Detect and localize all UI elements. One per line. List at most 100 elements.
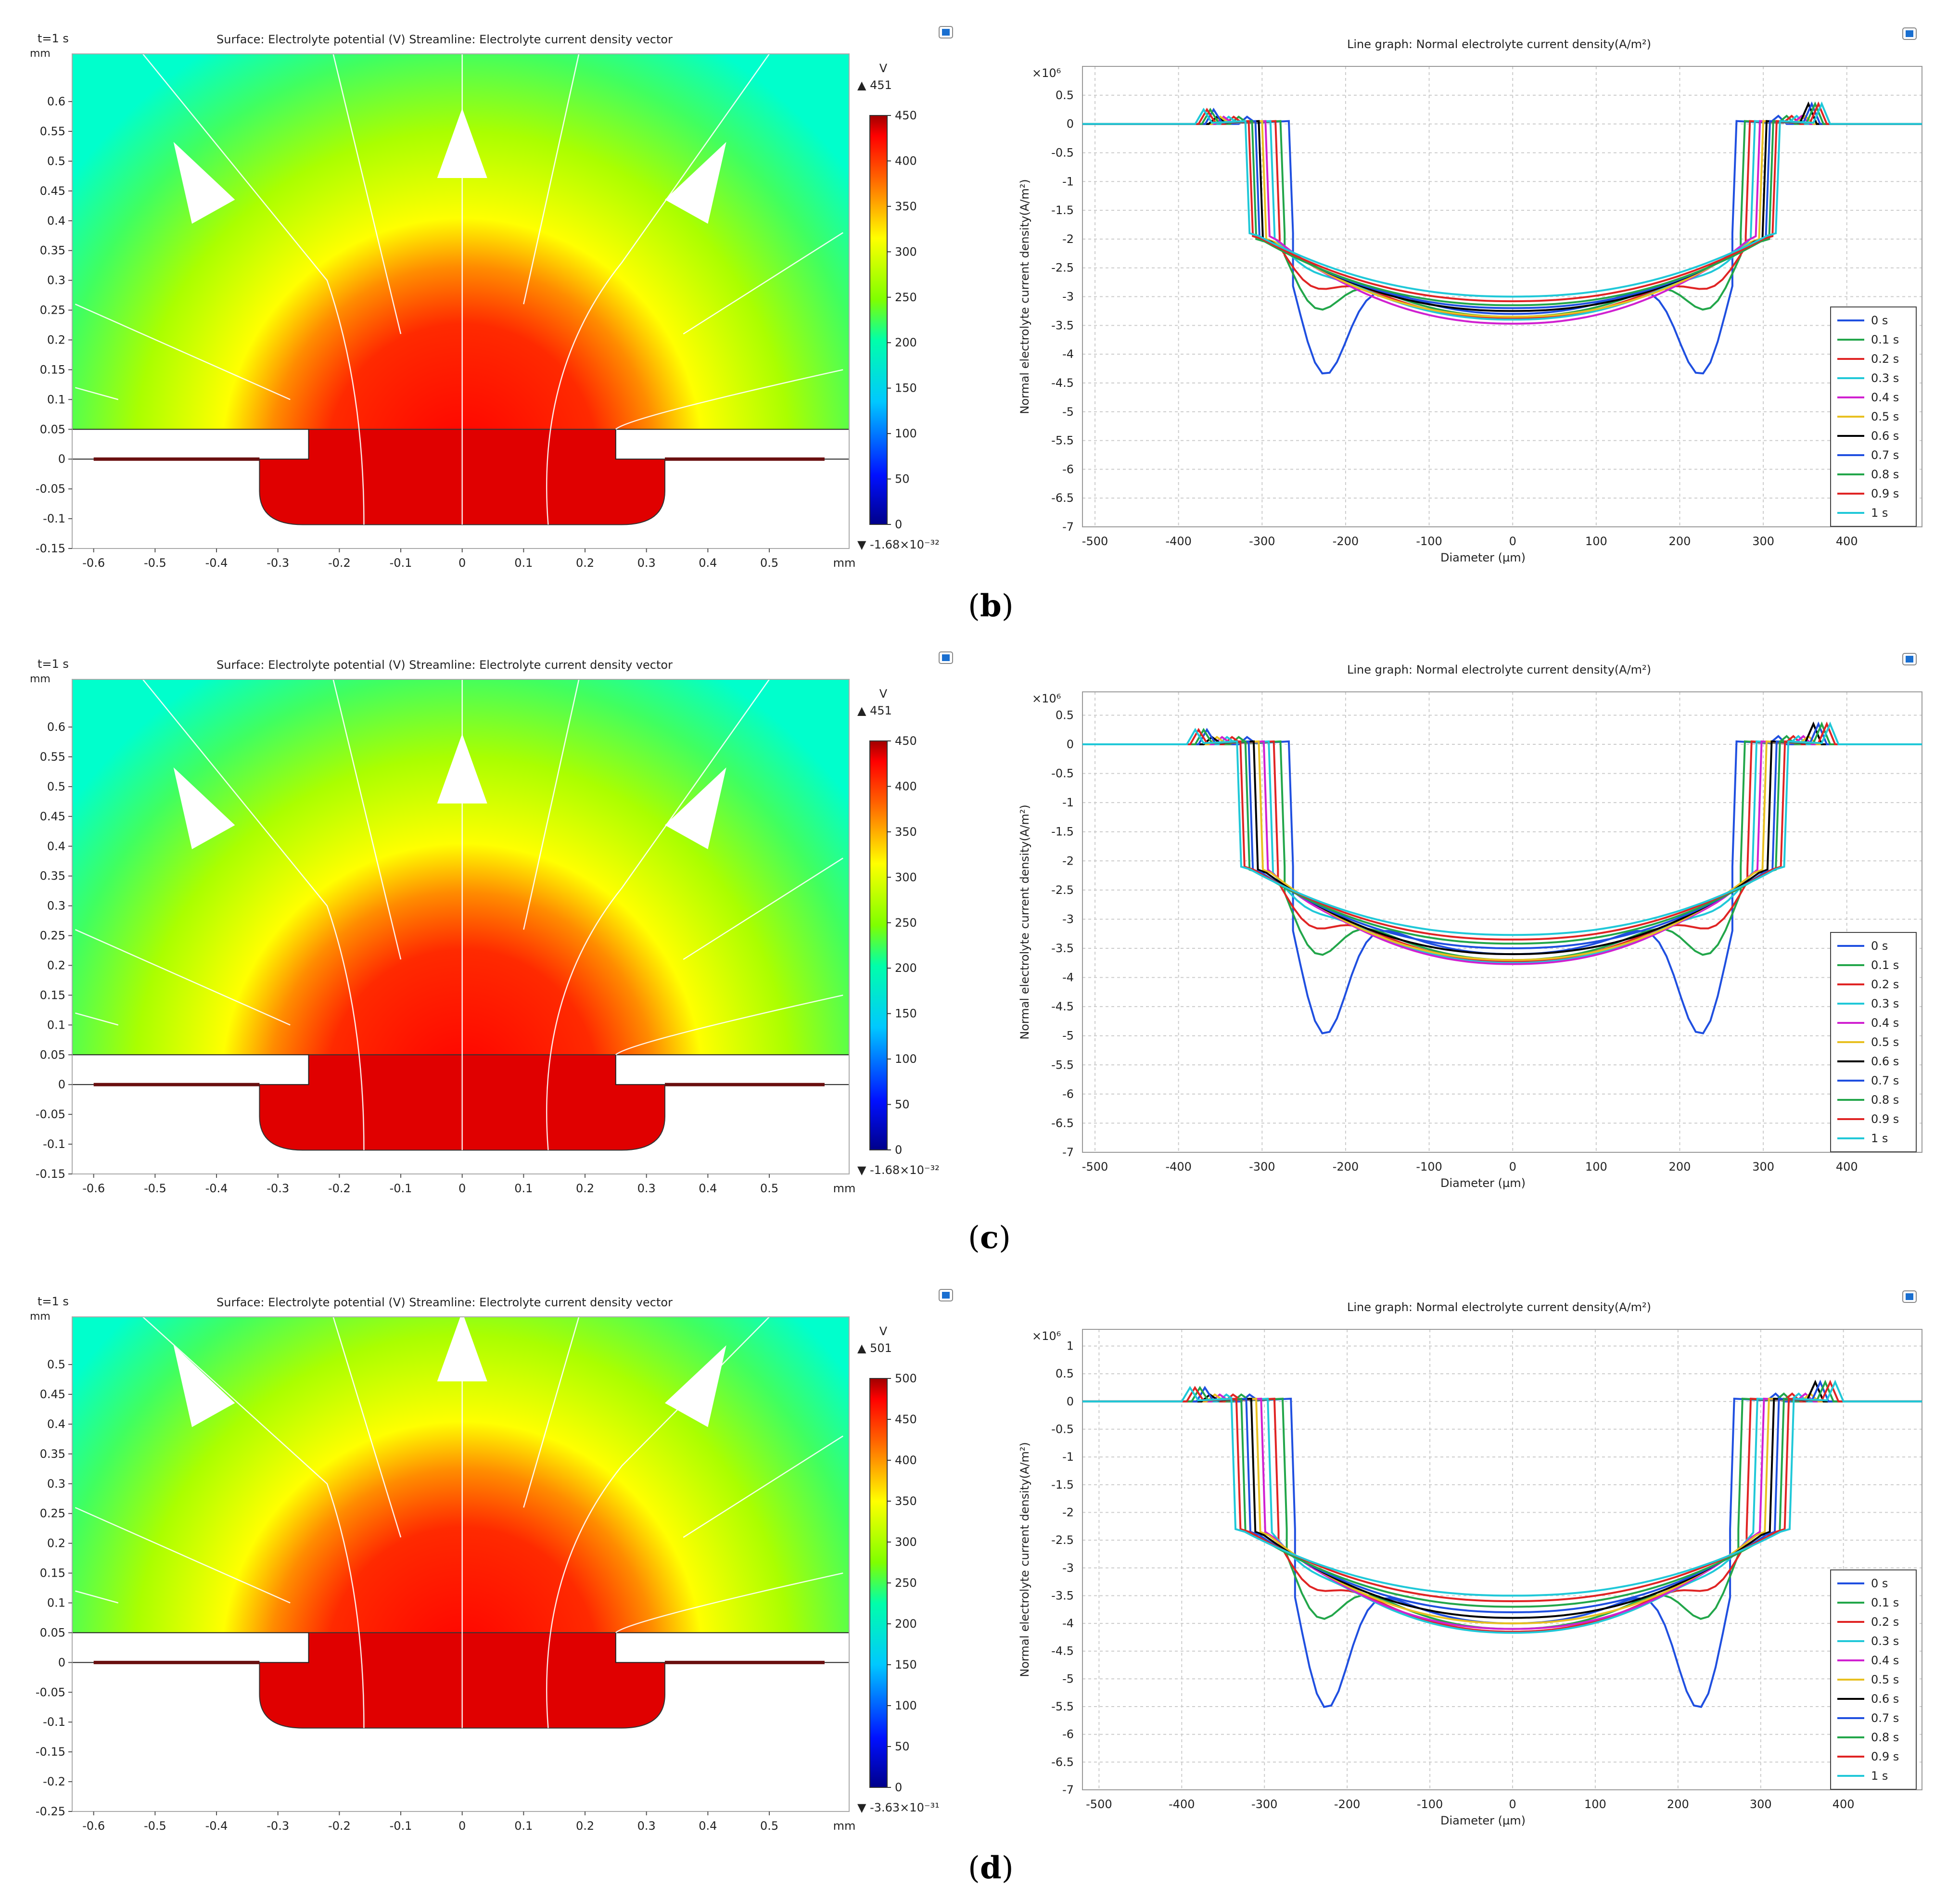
y-tick-label: 0.05 bbox=[40, 1626, 65, 1639]
y-tick-label: 0 bbox=[1067, 738, 1074, 751]
y-tick-label: 0.1 bbox=[47, 1596, 65, 1610]
series-line-0.1-s bbox=[1082, 1392, 1922, 1630]
y-tick-label: 0.6 bbox=[47, 95, 65, 108]
series-line-0.2-s bbox=[1082, 115, 1922, 320]
y-tick-label: -5 bbox=[1062, 405, 1074, 419]
x-tick-label: -200 bbox=[1334, 1798, 1360, 1811]
y-tick-label: 0.1 bbox=[47, 1018, 65, 1032]
legend-label: 0.4 s bbox=[1871, 1654, 1899, 1667]
y-tick-label: -0.15 bbox=[36, 1167, 65, 1181]
x-tick-label: -200 bbox=[1333, 1160, 1359, 1173]
y-tick-label: 0.25 bbox=[40, 929, 65, 943]
x-tick-label: -100 bbox=[1417, 1798, 1443, 1811]
line-graph-0: Line graph: Normal electrolyte current d… bbox=[1018, 27, 1922, 564]
mask-left bbox=[72, 429, 309, 460]
line-graph-2: Line graph: Normal electrolyte current d… bbox=[1018, 1290, 1922, 1827]
legend-label: 0.1 s bbox=[1871, 333, 1899, 346]
legend-label: 0.1 s bbox=[1871, 958, 1899, 972]
colorbar-tick-label: 300 bbox=[895, 870, 917, 884]
y-tick-label: -3 bbox=[1062, 290, 1074, 304]
streamline-3 bbox=[332, 1316, 402, 1538]
legend-label: 1 s bbox=[1871, 506, 1888, 520]
arrow-up bbox=[437, 1312, 487, 1382]
mask-left bbox=[72, 1632, 309, 1663]
x-tick-label: 300 bbox=[1750, 1798, 1772, 1811]
time-label: t=1 s bbox=[38, 657, 69, 671]
surface-frame bbox=[72, 1316, 850, 1812]
x-tick-label: 0.3 bbox=[637, 1819, 656, 1833]
x-tick-label: -0.6 bbox=[82, 556, 105, 570]
caption-b: (b) bbox=[968, 588, 1014, 624]
legend-label: 1 s bbox=[1871, 1769, 1888, 1783]
y-tick-label: -0.15 bbox=[36, 1745, 65, 1759]
x-tick-label: -0.3 bbox=[267, 1182, 289, 1195]
y-tick-label: 0.5 bbox=[1056, 708, 1074, 722]
streamline-5 bbox=[75, 304, 291, 400]
colorbar bbox=[869, 115, 888, 525]
y-tick-label: -0.5 bbox=[1051, 1423, 1074, 1436]
x-tick-label: -300 bbox=[1251, 1798, 1277, 1811]
comsol-icon bbox=[939, 26, 953, 38]
y-tick-label: 0.15 bbox=[40, 1567, 65, 1580]
comsol-icon bbox=[1902, 27, 1917, 40]
y-tick-label: 0.5 bbox=[47, 1358, 65, 1371]
colorbar-tick-label: 100 bbox=[895, 1699, 917, 1712]
colorbar-tick-label: 400 bbox=[895, 154, 917, 167]
x-tick-label: 0 bbox=[1509, 1798, 1516, 1811]
surface-plot-2: t=1 s mm Surface: Electrolyte potential (V… bbox=[30, 1289, 953, 1833]
colorbar-tick-label: 350 bbox=[895, 200, 917, 213]
colorbar-tick-label: 0 bbox=[895, 518, 902, 531]
x-tick-label: 200 bbox=[1669, 1160, 1691, 1173]
y-tick-label: -0.1 bbox=[43, 1715, 65, 1729]
colorbar-tick-label: 200 bbox=[895, 961, 917, 975]
comsol-icon bbox=[939, 651, 953, 664]
x-tick-label: 0.1 bbox=[514, 1182, 533, 1195]
series-line-0-s bbox=[1082, 115, 1922, 375]
y-tick-label: -3.5 bbox=[1051, 1589, 1074, 1602]
legend-label: 0.8 s bbox=[1871, 1731, 1899, 1744]
y-tick-label: -2.5 bbox=[1051, 261, 1074, 275]
legend-label: 0.3 s bbox=[1871, 997, 1899, 1010]
streamline-6 bbox=[683, 857, 843, 960]
x-tick-label: mm bbox=[833, 1182, 856, 1195]
streamline-1 bbox=[142, 679, 365, 1150]
legend-label: 0 s bbox=[1871, 939, 1888, 953]
streamline-2 bbox=[546, 53, 770, 525]
streamline-6 bbox=[683, 1435, 843, 1538]
y-tick-label: -3.5 bbox=[1051, 319, 1074, 332]
x-tick-label: 0.4 bbox=[699, 556, 717, 570]
colorbar-unit: V bbox=[879, 62, 888, 75]
y-tick-label: 0.4 bbox=[47, 214, 65, 228]
legend-label: 0.5 s bbox=[1871, 1035, 1899, 1049]
y-tick-label: -4 bbox=[1062, 1617, 1074, 1630]
colorbar-tick-label: 100 bbox=[895, 427, 917, 440]
comsol-icon bbox=[1902, 1290, 1917, 1303]
x-tick-label: 0.5 bbox=[760, 1182, 778, 1195]
y-tick-label: 0.45 bbox=[40, 810, 65, 823]
surface-plot-1: t=1 s mm Surface: Electrolyte potential (V… bbox=[30, 651, 953, 1195]
colorbar-tick-label: 350 bbox=[895, 1494, 917, 1508]
y-tick-label: -0.05 bbox=[36, 1685, 65, 1699]
series-line-0.3-s bbox=[1082, 1392, 1922, 1634]
colorbar-min: ▼ -3.63×10⁻³¹ bbox=[857, 1801, 940, 1814]
colorbar-max: ▲ 501 bbox=[857, 1341, 892, 1355]
legend-label: 0.7 s bbox=[1871, 1074, 1899, 1087]
x-axis-label: Diameter (µm) bbox=[1440, 1814, 1526, 1827]
series-line-0.8-s bbox=[1082, 101, 1922, 306]
x-tick-label: 0 bbox=[458, 1182, 466, 1195]
y-tick-label: -0.15 bbox=[36, 542, 65, 555]
colorbar-unit: V bbox=[879, 687, 888, 701]
icon-fill bbox=[942, 1292, 950, 1299]
y-tick-label: -3 bbox=[1062, 1561, 1074, 1575]
streamline-8 bbox=[615, 369, 843, 430]
y-tick-label: 0.3 bbox=[47, 1477, 65, 1491]
arrow-right bbox=[664, 1345, 726, 1428]
colorbar-max: ▲ 451 bbox=[857, 704, 892, 717]
x-tick-label: -0.1 bbox=[390, 1182, 412, 1195]
x-tick-label: -0.5 bbox=[144, 1819, 166, 1833]
y-tick-label: -5 bbox=[1062, 1672, 1074, 1685]
x-tick-label: 0.2 bbox=[576, 1819, 594, 1833]
y-tick-label: -0.1 bbox=[43, 512, 65, 525]
streamline-1 bbox=[142, 1316, 365, 1728]
streamline-6 bbox=[683, 232, 843, 335]
